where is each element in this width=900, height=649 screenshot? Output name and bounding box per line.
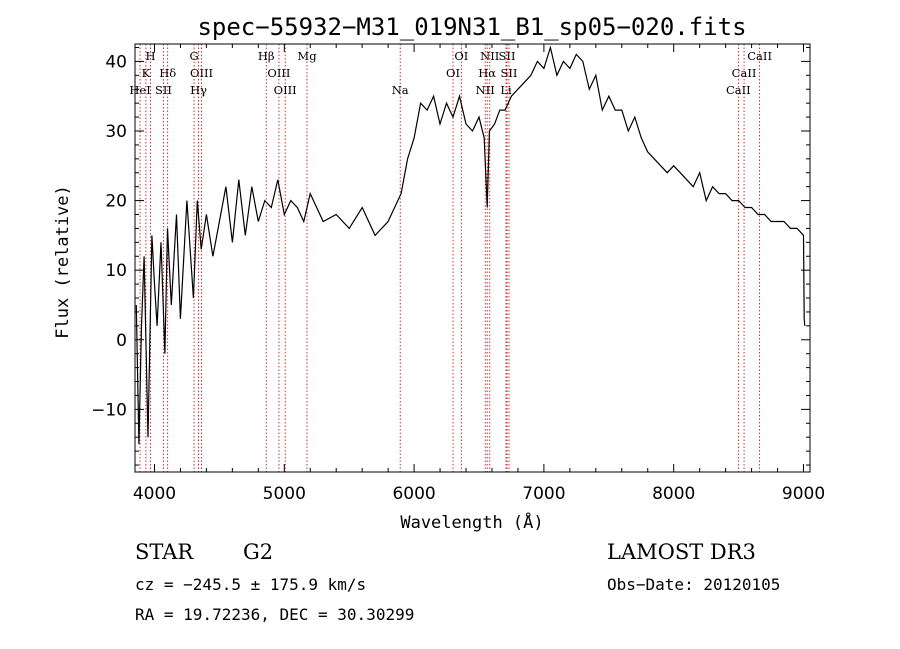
line-label: NII — [476, 83, 495, 97]
x-tick-label: 9000 — [782, 484, 825, 504]
line-label: CaII — [726, 83, 751, 97]
x-tick-label: 5000 — [263, 484, 306, 504]
x-tick-label: 4000 — [133, 484, 176, 504]
y-tick-label: 20 — [105, 192, 127, 212]
object-class: STAR — [135, 540, 194, 564]
redshift-cz: cz = −245.5 ± 175.9 km/s — [135, 575, 366, 594]
object-subclass: G2 — [243, 540, 273, 564]
line-label: H — [146, 49, 156, 63]
x-axis-label: Wavelength (Å) — [400, 511, 543, 533]
spectrum-series-line — [135, 45, 806, 445]
line-label: K — [142, 66, 151, 80]
ra-dec: RA = 19.72236, DEC = 30.30299 — [135, 605, 414, 624]
line-label: Hγ — [190, 83, 207, 97]
line-label: CaII — [732, 66, 757, 80]
line-label: SII — [155, 83, 172, 97]
line-label: Na — [392, 83, 409, 97]
obs-date: Obs−Date: 20120105 — [607, 575, 780, 594]
line-label: SII — [499, 49, 516, 63]
line-label: Hδ — [159, 66, 176, 80]
line-label: G — [189, 49, 198, 63]
chart-title: spec−55932−M31_019N31_B1_sp05−020.fits — [197, 13, 746, 41]
line-label: Mg — [297, 49, 317, 63]
x-tick-label: 6000 — [392, 484, 435, 504]
line-label: CaII — [747, 49, 772, 63]
line-label: OI — [446, 66, 460, 80]
line-label: HeI — [129, 83, 150, 97]
line-label: OIII — [274, 83, 297, 97]
line-label: Hα — [478, 66, 496, 80]
y-tick-label: 30 — [105, 122, 127, 142]
y-axis-label: Flux (relative) — [53, 185, 73, 339]
line-markers: HK HeI SII Hδ G OIII Hγ Hβ OIII OIII Mg Na OI OI NII Hα… — [129, 44, 772, 472]
line-label: SII — [500, 66, 517, 80]
x-tick-label: 8000 — [652, 484, 695, 504]
line-label: OI — [454, 49, 468, 63]
x-axis-ticks: 4000 5000 6000 7000 8000 9000 — [133, 44, 825, 504]
y-axis-ticks: −10 0 10 20 30 40 — [91, 46, 810, 466]
line-label: Hβ — [258, 49, 275, 63]
line-label: OIII — [190, 66, 213, 80]
survey-name: LAMOST DR3 — [607, 540, 756, 564]
y-tick-label: −10 — [91, 400, 127, 420]
plot-area — [135, 45, 806, 445]
line-label: Li — [500, 83, 512, 97]
y-tick-label: 0 — [116, 331, 127, 351]
y-tick-label: 10 — [105, 261, 127, 281]
x-tick-label: 7000 — [522, 484, 565, 504]
line-label: OIII — [267, 66, 290, 80]
line-label: NII — [480, 49, 499, 63]
y-tick-label: 40 — [105, 52, 127, 72]
plot-frame — [134, 43, 811, 473]
